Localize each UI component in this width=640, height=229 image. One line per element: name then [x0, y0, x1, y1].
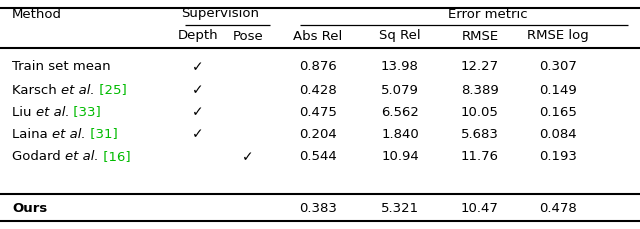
Text: [33]: [33]: [69, 106, 101, 118]
Text: 0.084: 0.084: [539, 128, 577, 141]
Text: 0.193: 0.193: [539, 150, 577, 164]
Text: 12.27: 12.27: [461, 60, 499, 74]
Text: Supervision: Supervision: [181, 8, 259, 21]
Text: Karsch: Karsch: [12, 84, 61, 96]
Text: Error metric: Error metric: [448, 8, 528, 21]
Text: ✓: ✓: [192, 83, 204, 97]
Text: RMSE: RMSE: [461, 30, 499, 43]
Text: 0.204: 0.204: [299, 128, 337, 141]
Text: 0.876: 0.876: [299, 60, 337, 74]
Text: [16]: [16]: [99, 150, 131, 164]
Text: Ours: Ours: [12, 202, 47, 215]
Text: 8.389: 8.389: [461, 84, 499, 96]
Text: 0.307: 0.307: [539, 60, 577, 74]
Text: RMSE log: RMSE log: [527, 30, 589, 43]
Text: 1.840: 1.840: [381, 128, 419, 141]
Text: et al.: et al.: [36, 106, 69, 118]
Text: [25]: [25]: [95, 84, 126, 96]
Text: ✓: ✓: [192, 127, 204, 141]
Text: Liu: Liu: [12, 106, 36, 118]
Text: 10.94: 10.94: [381, 150, 419, 164]
Text: et al.: et al.: [61, 84, 95, 96]
Text: 6.562: 6.562: [381, 106, 419, 118]
Text: 0.428: 0.428: [299, 84, 337, 96]
Text: 10.47: 10.47: [461, 202, 499, 215]
Text: ✓: ✓: [192, 105, 204, 119]
Text: Laina: Laina: [12, 128, 52, 141]
Text: ✓: ✓: [242, 150, 254, 164]
Text: et al.: et al.: [65, 150, 99, 164]
Text: 0.149: 0.149: [539, 84, 577, 96]
Text: 13.98: 13.98: [381, 60, 419, 74]
Text: Godard: Godard: [12, 150, 65, 164]
Text: 5.321: 5.321: [381, 202, 419, 215]
Text: Train set mean: Train set mean: [12, 60, 111, 74]
Text: 0.544: 0.544: [299, 150, 337, 164]
Text: 0.383: 0.383: [299, 202, 337, 215]
Text: 11.76: 11.76: [461, 150, 499, 164]
Text: Pose: Pose: [232, 30, 264, 43]
Text: ✓: ✓: [192, 60, 204, 74]
Text: 5.683: 5.683: [461, 128, 499, 141]
Text: 0.478: 0.478: [539, 202, 577, 215]
Text: et al.: et al.: [52, 128, 86, 141]
Text: Sq Rel: Sq Rel: [379, 30, 421, 43]
Text: 0.475: 0.475: [299, 106, 337, 118]
Text: [31]: [31]: [86, 128, 117, 141]
Text: 0.165: 0.165: [539, 106, 577, 118]
Text: 10.05: 10.05: [461, 106, 499, 118]
Text: Method: Method: [12, 8, 62, 21]
Text: Depth: Depth: [178, 30, 218, 43]
Text: Abs Rel: Abs Rel: [293, 30, 342, 43]
Text: 5.079: 5.079: [381, 84, 419, 96]
